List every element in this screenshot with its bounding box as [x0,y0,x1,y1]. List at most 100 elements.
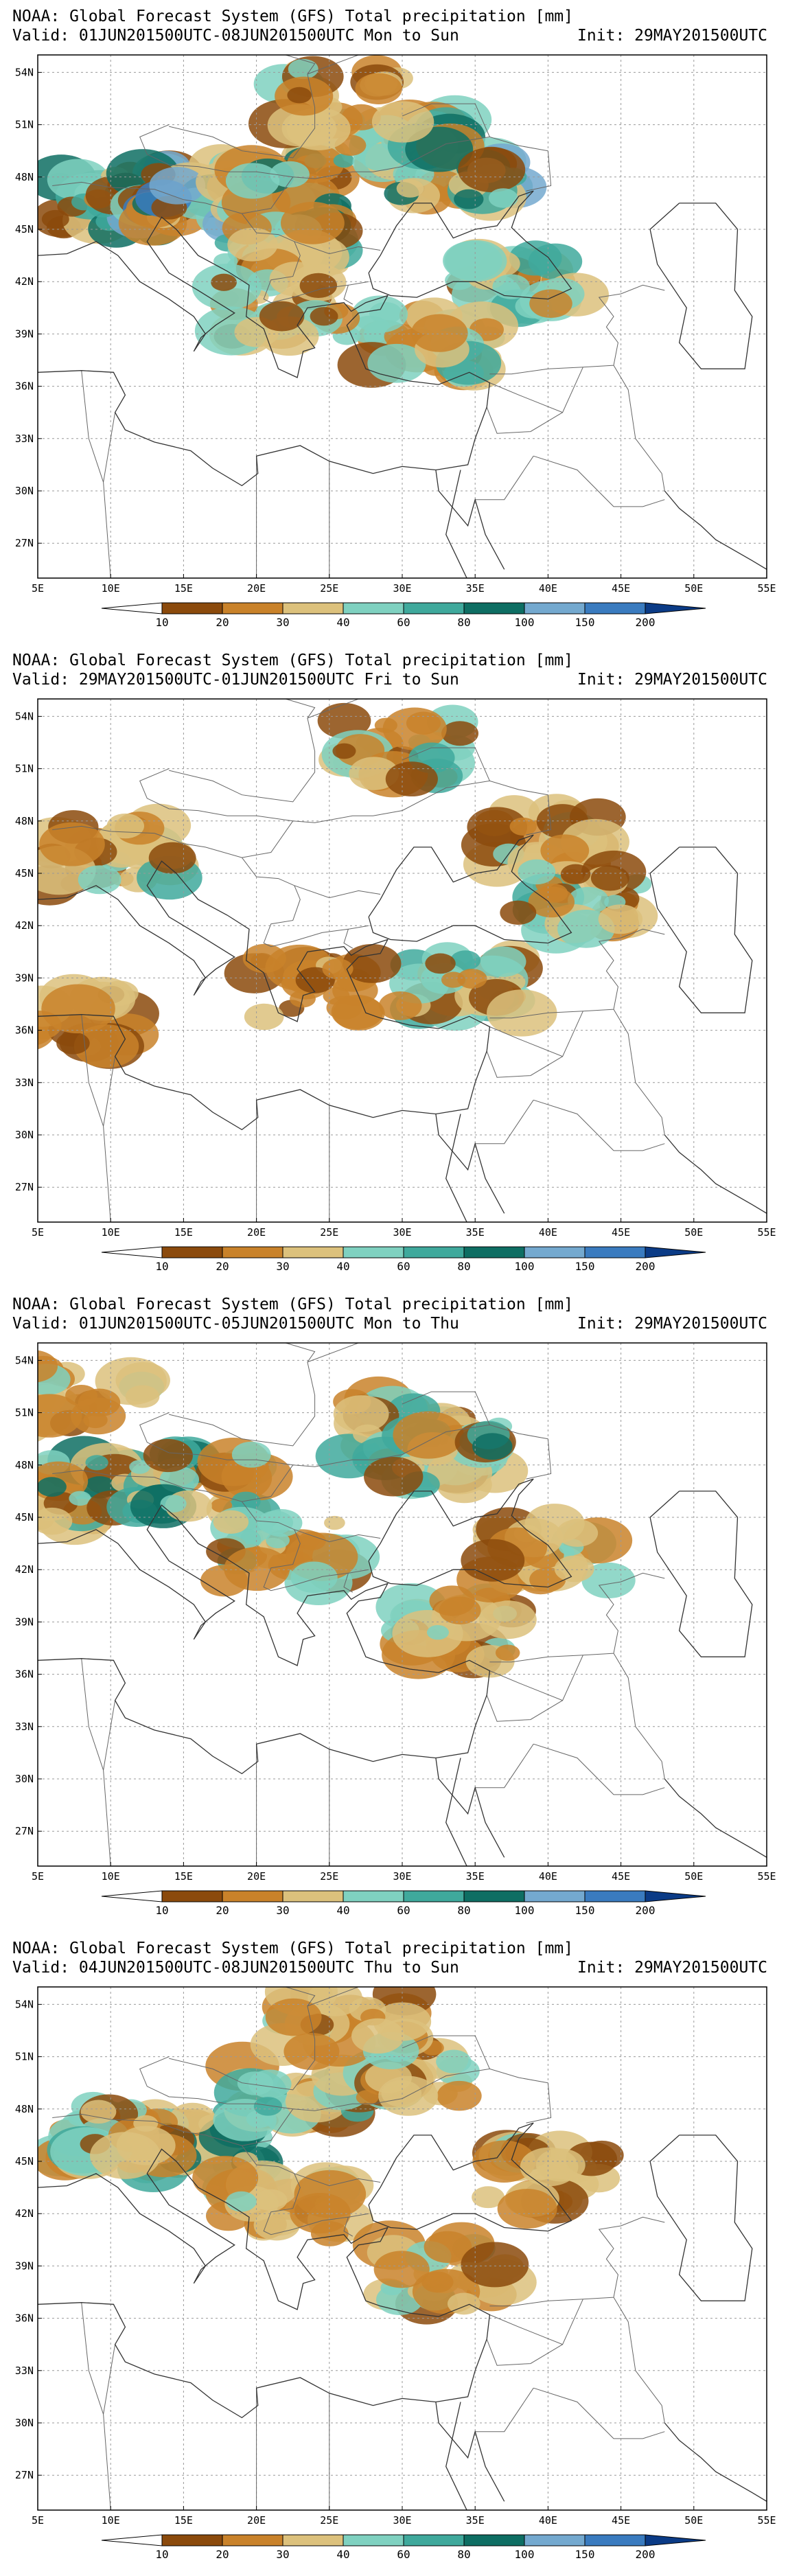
colorbar-label: 30 [276,1260,289,1273]
lat-tick-label: 45N [15,223,34,235]
precip-cell [270,161,310,188]
lon-tick-label: 5E [32,582,44,595]
precip-cell [83,1412,108,1429]
country-border [307,55,359,75]
precip-cell [78,1388,121,1417]
lat-tick-label: 30N [15,1129,34,1141]
precip-cell [73,1024,139,1068]
precip-cell [332,743,356,759]
colorbar-segment [463,1246,525,1258]
lat-tick-label: 39N [15,971,34,984]
precip-cell [367,343,426,383]
country-border [169,73,316,159]
lon-tick-label: 10E [102,1226,120,1239]
country-border [489,1655,583,1701]
country-border [139,2056,293,2110]
colorbar-segment [161,1246,223,1258]
colorbar-segment [584,2534,646,2546]
precip-map: 5E 10E 15E 20E 25E 30E 35E 40E 45E 50E 55E 54N 51N 48… [15,54,776,629]
lat-tick-label: 54N [15,1354,34,1366]
colorbar-segment [101,602,163,614]
colorbar-label: 40 [336,1904,349,1917]
precip-cell [148,842,196,874]
colorbar-label: 40 [336,616,349,629]
precip-cell [454,189,484,209]
colorbar-label: 100 [515,1904,535,1917]
country-border [81,2302,104,2415]
precip-cell [106,813,144,839]
precip-cell [299,273,338,299]
lat-tick-label: 45N [15,2155,34,2167]
map-content [38,55,767,578]
lat-tick-label: 48N [15,1459,34,1471]
country-border [139,768,293,822]
coastline [435,1114,505,1214]
country-border [343,2217,354,2237]
panel-init-time: Init: 29MAY201500UTC [577,671,767,689]
lat-tick-label: 51N [15,2051,34,2063]
country-border [486,2338,563,2366]
lat-tick-label: 42N [15,275,34,288]
precip-cell [425,953,456,974]
precip-cell [290,1561,338,1594]
panel-valid-period: Valid: 01JUN201500UTC-08JUN201500UTC Mon… [12,27,459,45]
lon-tick-label: 10E [102,1870,120,1883]
precip-cell [450,950,481,971]
country-border [533,1099,665,1151]
precip-cell [213,1510,249,1534]
country-border [285,1343,316,1363]
colorbar-segment [222,2534,283,2546]
country-border [526,2082,552,2124]
colorbar-segment [584,602,646,614]
precip-cell [488,188,518,208]
lat-tick-label: 48N [15,815,34,827]
lat-tick-label: 48N [15,171,34,183]
colorbar-label: 10 [155,1904,168,1917]
colorbar-label: 10 [155,616,168,629]
colorbar-segment [343,1246,404,1258]
precip-cell [518,859,556,885]
country-border [533,455,665,507]
precip-cell [80,2100,117,2124]
precip-cell [41,209,69,229]
country-border [285,55,316,75]
precip-cell [287,87,312,104]
colorbar-label: 200 [636,1904,656,1917]
panel-title: NOAA: Global Forecast System (GFS) Total… [12,8,573,25]
lat-tick-label: 51N [15,763,34,775]
colorbar-segment [463,2534,525,2546]
lon-tick-label: 45E [612,1870,630,1883]
country-border [402,2035,490,2069]
precip-cell [509,240,562,276]
precip-cell [242,943,286,974]
lon-tick-label: 10E [102,582,120,595]
colorbar-label: 80 [457,1904,470,1917]
precip-cell [248,2069,292,2099]
country-border [402,103,490,137]
precip-cell [85,1455,108,1471]
colorbar-label: 100 [515,2548,535,2561]
precip-cell [38,1394,82,1438]
precip-cell [224,1547,290,1591]
lon-tick-label: 20E [247,2514,266,2527]
lat-tick-label: 27N [15,1181,34,1193]
colorbar-label: 60 [397,1904,410,1917]
colorbar-label: 100 [515,616,535,629]
precip-cell [495,1644,520,1661]
country-border [52,780,548,858]
lat-tick-label: 45N [15,1511,34,1523]
lat-tick-label: 45N [15,867,34,879]
lon-tick-label: 40E [539,2514,557,2527]
colorbar-segment [343,2534,404,2546]
lat-tick-label: 42N [15,1563,34,1576]
panel-init-time: Init: 29MAY201500UTC [577,27,767,45]
country-border [263,885,369,947]
precip-cell [129,1460,150,1474]
colorbar-segment [282,1890,344,1902]
precip-cell [322,958,354,980]
precip-cell [467,807,528,847]
country-border [486,406,563,434]
country-border [526,794,552,836]
country-border [285,699,316,719]
colorbar-label: 60 [397,2548,410,2561]
